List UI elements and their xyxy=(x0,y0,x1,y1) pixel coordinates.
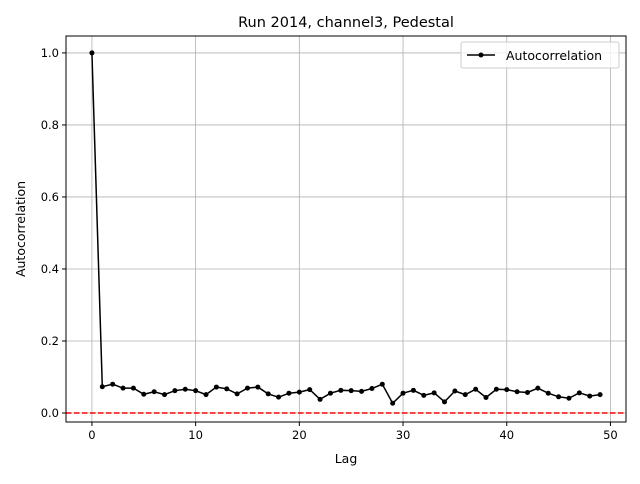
y-tick-label: 1.0 xyxy=(41,46,59,60)
y-axis-label: Autocorrelation xyxy=(13,181,28,277)
data-point xyxy=(473,386,479,392)
data-point xyxy=(224,386,230,392)
data-point xyxy=(545,390,551,396)
data-point xyxy=(348,388,354,394)
chart-title: Run 2014, channel3, Pedestal xyxy=(238,15,454,31)
data-point xyxy=(400,390,406,396)
data-point xyxy=(566,395,572,401)
data-point xyxy=(213,384,219,390)
legend-dot-marker xyxy=(478,52,484,58)
data-point xyxy=(327,390,333,396)
data-point xyxy=(234,391,240,397)
data-point xyxy=(431,390,437,396)
y-tick-label: 0.8 xyxy=(41,118,59,132)
data-point xyxy=(120,385,126,391)
x-tick-label: 0 xyxy=(88,428,95,442)
data-point xyxy=(483,395,489,401)
data-point xyxy=(286,390,292,396)
data-point xyxy=(442,399,448,405)
data-point xyxy=(359,388,365,394)
data-point xyxy=(597,392,603,398)
data-point xyxy=(524,389,530,395)
data-point xyxy=(514,389,520,395)
data-point xyxy=(462,392,468,398)
data-point xyxy=(452,388,458,394)
legend-label: Autocorrelation xyxy=(506,48,602,63)
data-point xyxy=(130,385,136,391)
data-point xyxy=(172,388,178,394)
data-point xyxy=(182,386,188,392)
data-point xyxy=(338,387,344,393)
data-point xyxy=(162,392,168,398)
y-tick-label: 0.6 xyxy=(41,190,59,204)
plot-frame xyxy=(65,35,627,423)
data-point xyxy=(576,390,582,396)
data-point xyxy=(99,384,105,390)
data-point xyxy=(307,387,313,393)
data-point xyxy=(276,394,282,400)
data-point xyxy=(244,385,250,391)
data-point xyxy=(390,400,396,406)
data-point xyxy=(587,393,593,399)
x-tick-label: 20 xyxy=(292,428,307,442)
x-axis-label: Lag xyxy=(335,451,358,466)
x-tick-label: 50 xyxy=(603,428,618,442)
legend-box xyxy=(460,41,620,69)
x-tick-label: 30 xyxy=(396,428,411,442)
legend: Autocorrelation xyxy=(460,41,620,69)
data-point xyxy=(89,50,95,56)
data-point xyxy=(410,387,416,393)
data-point xyxy=(151,389,157,395)
x-tick-label: 10 xyxy=(188,428,203,442)
data-point xyxy=(265,391,271,397)
x-tick-label: 40 xyxy=(499,428,514,442)
data-point xyxy=(556,394,562,400)
data-point xyxy=(203,392,209,398)
data-point xyxy=(255,384,261,390)
data-point xyxy=(317,396,323,402)
y-tick-label: 0.4 xyxy=(41,262,59,276)
y-tick-label: 0.0 xyxy=(41,406,59,420)
data-point xyxy=(369,386,375,392)
y-tick-label: 0.2 xyxy=(41,334,59,348)
data-point xyxy=(296,389,302,395)
data-point xyxy=(110,381,116,387)
data-point xyxy=(193,388,199,394)
data-point xyxy=(421,392,427,398)
data-point xyxy=(493,386,499,392)
data-point xyxy=(379,381,385,387)
data-point xyxy=(504,387,510,393)
autocorrelation-line xyxy=(91,52,601,405)
data-point xyxy=(535,385,541,391)
data-point xyxy=(141,391,147,397)
